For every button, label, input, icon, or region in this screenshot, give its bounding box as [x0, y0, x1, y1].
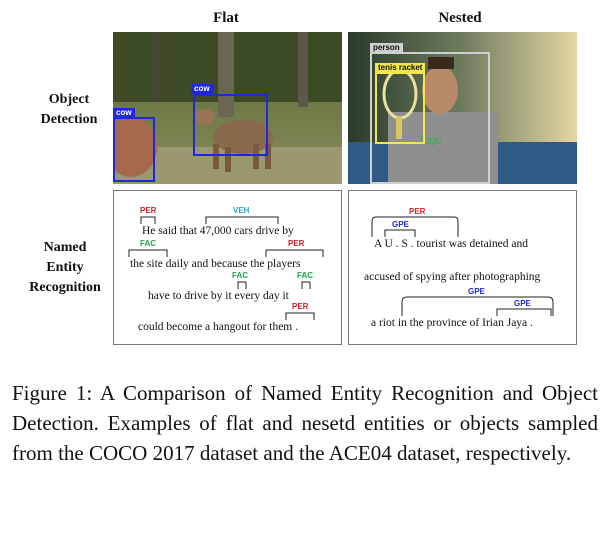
nested-sentence-line: a riot in the province of Irian Jaya . [371, 317, 533, 329]
entity-label-per: PER [288, 239, 305, 248]
flat-sentence-line: He said that 47,000 cars drive by [142, 225, 294, 237]
nested-ner-panel: A U . S . tourist was detained and accus… [348, 190, 577, 345]
flat-sentence-line: have to drive by it every day it [148, 290, 289, 302]
cow-label-tag: cow [191, 84, 213, 94]
flat-entity-brackets [128, 216, 324, 320]
entity-label-fac: FAC [297, 271, 313, 280]
row-header-line: Object [48, 92, 90, 107]
tennis-scene-illustration: logo [348, 32, 577, 184]
svg-text:logo: logo [420, 133, 443, 147]
figure-caption: Figure 1: A Comparison of Named Entity R… [12, 381, 598, 465]
ner-row-header: Named Entity Recognition [16, 238, 114, 298]
object-detection-row-header: Object Detection [24, 90, 114, 130]
flat-column-header: Flat [213, 10, 239, 26]
entity-label-veh: VEH [233, 206, 250, 215]
entity-label-gpe: GPE [392, 220, 409, 229]
cow-bounding-box [113, 117, 155, 182]
row-header-line: Entity [46, 260, 84, 275]
row-header-line: Named [43, 240, 87, 255]
row-header-line: Recognition [29, 280, 101, 295]
tennis-racket-bounding-box [375, 72, 425, 144]
row-header-line: Detection [40, 112, 98, 127]
entity-label-gpe: GPE [468, 287, 485, 296]
entity-label-per: PER [409, 207, 426, 216]
flat-cow-photo: cow cow [113, 32, 342, 184]
cow-label-tag: cow [113, 108, 135, 118]
nested-sentence-line: accused of spying after photographing [364, 271, 541, 283]
person-label-tag: person [370, 43, 403, 53]
nested-tennis-photo: logo person tenis racket [348, 32, 577, 184]
flat-ner-panel: He said that 47,000 cars drive by the si… [113, 190, 342, 345]
flat-sentence-line: the site daily and because the players [130, 258, 301, 270]
cow-scene-illustration [113, 32, 342, 184]
entity-label-per: PER [140, 206, 157, 215]
cow-bounding-box [193, 94, 268, 156]
tennis-racket-label-tag: tenis racket [375, 63, 426, 73]
entity-label-fac: FAC [232, 271, 248, 280]
nested-entity-brackets [371, 216, 554, 316]
entity-label-per: PER [292, 302, 309, 311]
entity-label-fac: FAC [140, 239, 156, 248]
entity-label-gpe: GPE [514, 299, 531, 308]
person-bounding-box [370, 52, 490, 184]
flat-sentence-line: could become a hangout for them . [138, 321, 298, 333]
nested-sentence-line: A U . S . tourist was detained and [374, 238, 528, 250]
nested-column-header: Nested [438, 10, 482, 26]
